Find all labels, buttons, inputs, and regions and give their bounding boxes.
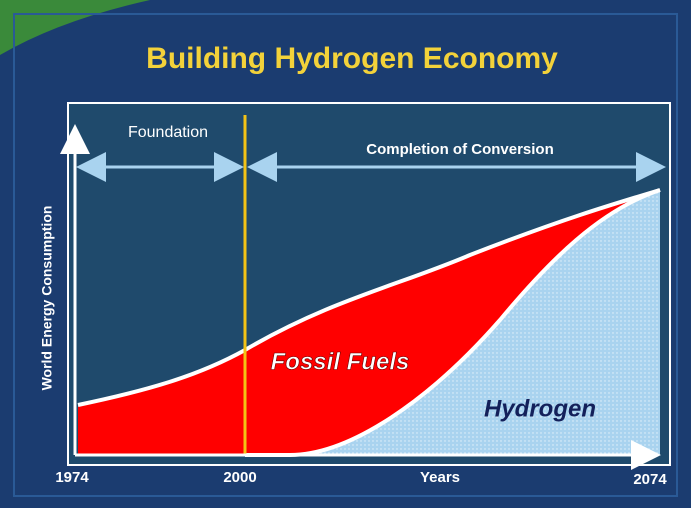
y-axis-label: World Energy Consumption xyxy=(39,206,55,391)
x-label: 1974 xyxy=(55,469,89,486)
title: Building Hydrogen Economy xyxy=(146,42,558,75)
frame xyxy=(13,13,678,497)
x-label: 2074 xyxy=(633,471,667,488)
fossil-area xyxy=(78,190,660,455)
area-label: Fossil Fuels xyxy=(271,348,410,375)
fossil-curve xyxy=(77,188,661,407)
x-label: 2000 xyxy=(223,469,256,486)
phase-label: Completion of Conversion xyxy=(366,141,554,158)
hydrogen-curve xyxy=(245,188,661,457)
x-axis-label: Years xyxy=(420,469,460,486)
area-label: Hydrogen xyxy=(484,395,596,422)
phase-label: Foundation xyxy=(128,124,208,141)
hydrogen-area xyxy=(290,190,660,455)
